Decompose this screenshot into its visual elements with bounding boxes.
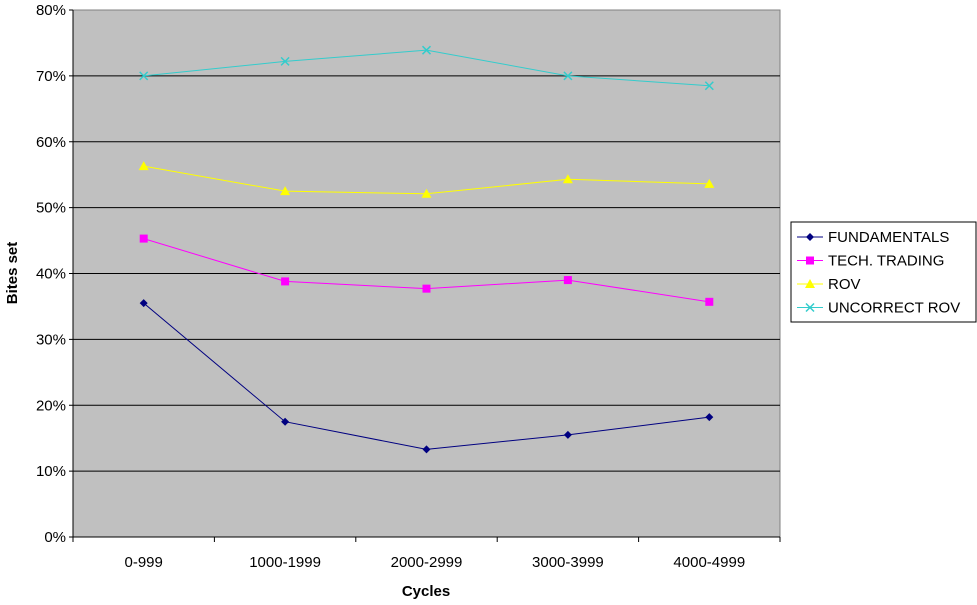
legend-label: FUNDAMENTALS: [828, 229, 949, 246]
data-point: [563, 430, 572, 439]
data-point: [705, 297, 714, 306]
y-tick-label: 10%: [36, 463, 66, 480]
data-point: [139, 299, 148, 308]
series: [139, 45, 714, 91]
series-layer: [138, 45, 715, 454]
legend-box: [790, 221, 977, 323]
x-tick-label: 1000-1999: [249, 554, 321, 571]
y-tick-label: 20%: [36, 397, 66, 414]
data-point: [563, 276, 572, 285]
y-tick-label: 40%: [36, 266, 66, 283]
y-tick-label: 60%: [36, 134, 66, 151]
x-tick-label: 3000-3999: [532, 554, 604, 571]
data-point: [281, 277, 290, 286]
data-point: [704, 178, 715, 188]
axes: 0% 10% 20% 30% 40% 50% 60% 70% 80% 0-999 1000-1999…: [36, 2, 781, 571]
series: [139, 299, 714, 454]
data-point: [805, 302, 815, 313]
data-point: [806, 233, 814, 241]
data-point-stroke: [280, 56, 290, 66]
grid-lines: [73, 75, 780, 472]
data-point: [705, 413, 714, 422]
data-point: [805, 279, 815, 288]
data-point-stroke: [421, 45, 432, 55]
y-tick-label: 30%: [36, 331, 66, 348]
y-tick-label: 50%: [36, 200, 66, 217]
data-point: [562, 174, 573, 184]
data-point: [280, 186, 291, 196]
x-tick-label: 2000-2999: [391, 554, 463, 571]
data-point: [139, 71, 149, 81]
data-point: [138, 161, 149, 171]
data-point-stroke: [704, 81, 714, 91]
y-tick-label: 80%: [36, 2, 66, 19]
data-point-stroke: [805, 302, 815, 313]
data-point: [139, 234, 148, 243]
data-point: [421, 45, 432, 55]
legend: FUNDAMENTALS TECH. TRADING ROV UNCORRECT RO…: [790, 221, 977, 323]
series: [138, 161, 715, 198]
legend-label: TECH. TRADING: [828, 253, 944, 270]
data-point: [563, 71, 573, 81]
legend-label: UNCORRECT ROV: [828, 300, 960, 317]
data-point: [281, 417, 290, 426]
data-point-stroke: [139, 71, 149, 81]
y-tick-label: 70%: [36, 68, 66, 85]
x-tick-label: 4000-4999: [673, 554, 745, 571]
legend-entry: ROV: [797, 276, 861, 293]
y-axis-title: Bites set: [4, 242, 21, 305]
y-tick-label: 0%: [44, 529, 66, 546]
legend-label: ROV: [828, 276, 861, 293]
data-point: [280, 56, 290, 66]
series: [139, 234, 714, 306]
data-point: [704, 81, 714, 91]
legend-entry: FUNDAMENTALS: [797, 229, 949, 246]
data-point: [421, 188, 432, 198]
x-tick-label: 0-999: [125, 554, 163, 571]
data-point: [422, 445, 431, 454]
legend-entry: UNCORRECT ROV: [797, 300, 960, 317]
legend-entry: TECH. TRADING: [797, 253, 944, 270]
data-point: [806, 256, 814, 265]
data-point: [422, 284, 431, 293]
data-point-stroke: [563, 71, 573, 81]
x-axis-title: Cycles: [402, 583, 450, 600]
